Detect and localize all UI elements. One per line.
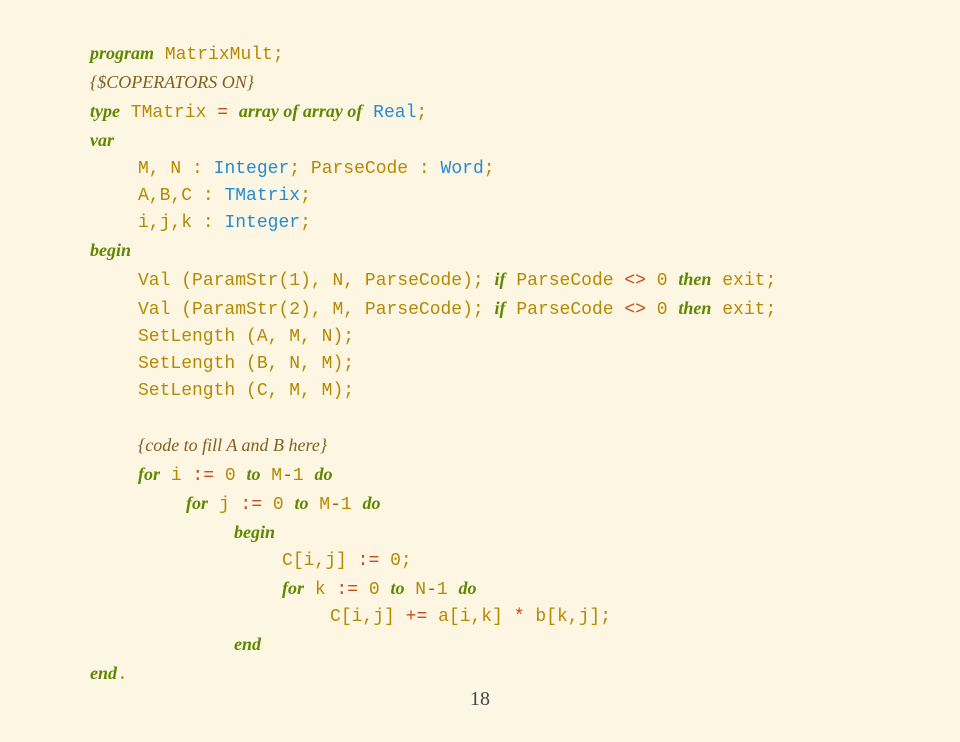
code-line: SetLength (C, M, M); xyxy=(90,378,960,405)
keyword: program xyxy=(90,43,154,63)
keyword: var xyxy=(90,130,114,150)
code-line: Val (ParamStr(2), M, ParseCode); if Pars… xyxy=(90,295,960,324)
code-line: begin xyxy=(90,237,960,266)
code-line: A,B,C : TMatrix; xyxy=(90,183,960,210)
code-line: i,j,k : Integer; xyxy=(90,210,960,237)
blank-line xyxy=(90,405,960,432)
code-line: M, N : Integer; ParseCode : Word; xyxy=(90,156,960,183)
code-line: SetLength (B, N, M); xyxy=(90,351,960,378)
code-line: for i := 0 to M-1 do xyxy=(90,461,960,490)
code-page: program MatrixMult; {$COPERATORS ON} typ… xyxy=(0,0,960,742)
code-line: type TMatrix = array of array of Real; xyxy=(90,98,960,127)
code-line: SetLength (A, M, N); xyxy=(90,324,960,351)
identifier: MatrixMult xyxy=(165,45,273,65)
keyword: begin xyxy=(90,240,131,260)
code-line: for k := 0 to N-1 do xyxy=(90,575,960,604)
code-line: C[i,j] := 0; xyxy=(90,548,960,575)
directive: {$COPERATORS ON} xyxy=(90,72,254,92)
code-line: begin xyxy=(90,519,960,548)
code-line: end xyxy=(90,631,960,660)
code-line: {$COPERATORS ON} xyxy=(90,69,960,98)
comment: {code to fill A and B here} xyxy=(138,435,327,455)
code-line: {code to fill A and B here} xyxy=(90,432,960,461)
code-line: for j := 0 to M-1 do xyxy=(90,490,960,519)
type-name: Real xyxy=(373,103,416,123)
page-number: 18 xyxy=(0,684,960,714)
code-line: C[i,j] += a[i,k] * b[k,j]; xyxy=(90,604,960,631)
code-line: program MatrixMult; xyxy=(90,40,960,69)
code-line: Val (ParamStr(1), N, ParseCode); if Pars… xyxy=(90,266,960,295)
keyword: type xyxy=(90,101,120,121)
code-line: var xyxy=(90,127,960,156)
